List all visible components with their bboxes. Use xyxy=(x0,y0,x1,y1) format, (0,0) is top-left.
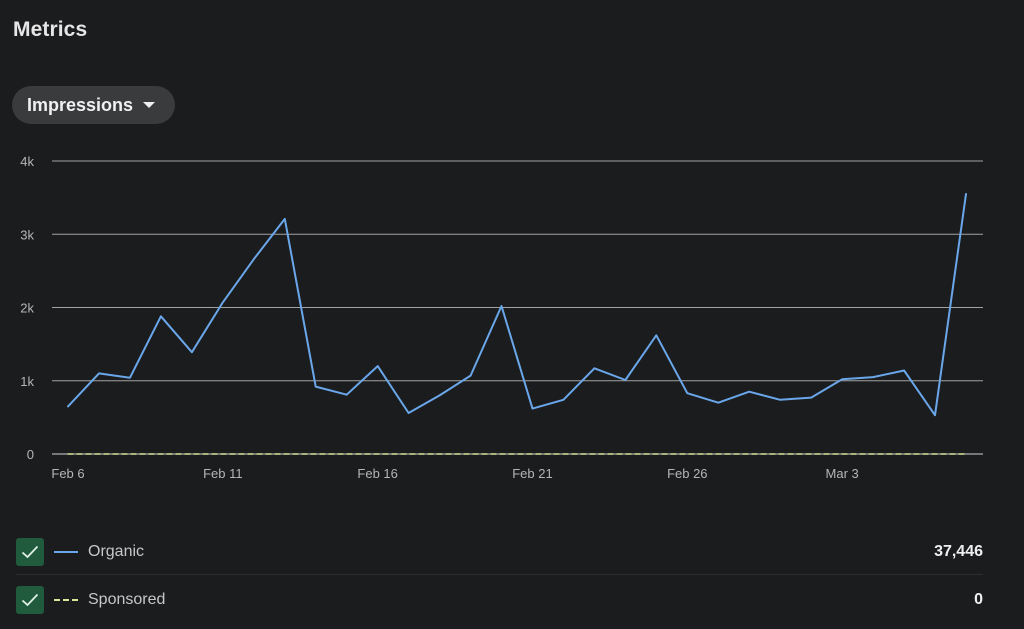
x-tick-label: Feb 6 xyxy=(51,466,84,481)
sponsored-total: 0 xyxy=(974,591,983,608)
y-tick-label: 0 xyxy=(27,447,34,462)
chevron-down-icon xyxy=(143,102,156,108)
legend-row-organic: Organic 37,446 xyxy=(16,529,983,575)
y-tick-label: 4k xyxy=(20,154,34,169)
sponsored-line-swatch xyxy=(54,599,78,601)
metric-dropdown[interactable]: Impressions xyxy=(12,86,175,124)
y-tick-label: 2k xyxy=(20,301,34,316)
x-tick-label: Feb 11 xyxy=(203,466,243,481)
sponsored-label: Sponsored xyxy=(88,591,166,608)
legend-row-sponsored: Sponsored 0 xyxy=(16,580,983,620)
checkmark-icon xyxy=(21,545,39,558)
x-tick-label: Mar 3 xyxy=(826,466,859,481)
page-title: Metrics xyxy=(13,18,88,41)
organic-label: Organic xyxy=(88,542,145,560)
organic-total: 37,446 xyxy=(934,542,983,560)
metric-dropdown-label: Impressions xyxy=(27,94,134,115)
y-tick-label: 1k xyxy=(20,374,34,389)
y-tick-label: 3k xyxy=(20,227,34,242)
x-tick-label: Feb 16 xyxy=(357,466,397,481)
impressions-chart: 0 1k 2k 3k 4k Feb 6 Feb 11 Feb 16 Feb 21 Feb 26 Ma… xyxy=(20,154,983,481)
x-tick-label: Feb 26 xyxy=(667,466,707,481)
organic-line-swatch xyxy=(54,550,78,553)
series-line-organic xyxy=(67,193,967,417)
checkmark-icon xyxy=(21,593,39,607)
organic-checkbox[interactable] xyxy=(16,537,44,566)
sponsored-checkbox[interactable] xyxy=(16,586,44,614)
x-tick-label: Feb 21 xyxy=(512,466,552,481)
